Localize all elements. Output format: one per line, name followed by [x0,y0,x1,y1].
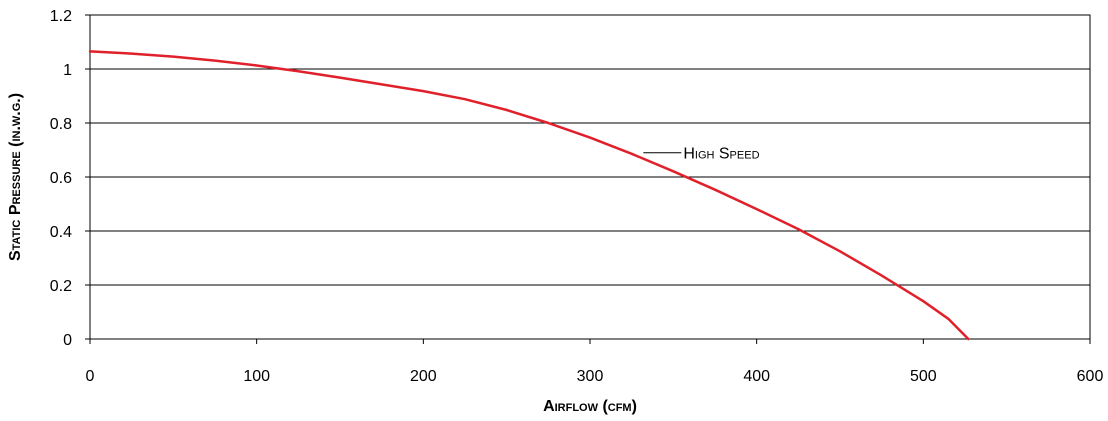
x-tick-label: 100 [243,368,270,385]
x-tick-label: 600 [1077,368,1104,385]
y-tick-label: 1.2 [50,8,72,25]
annotation-layer: High Speed [643,146,760,163]
y-tick-label: 0.4 [50,224,72,241]
series-layer [88,50,970,341]
y-tick-label: 1 [63,62,72,79]
y-tick-label: 0.8 [50,116,72,133]
y-axis-ticks: 0 0.2 0.4 0.6 0.8 1 1.2 [50,8,90,349]
series-annotation-label: High Speed [683,146,759,163]
grid-lines [90,68,1090,286]
y-tick-label: 0.6 [50,170,72,187]
y-tick-label: 0.2 [50,278,72,295]
x-tick-label: 400 [743,368,770,385]
y-tick-label: 0 [63,332,72,349]
y-axis-title: Static Pressure (in.w.g.) [7,93,24,261]
x-tick-label: 200 [410,368,437,385]
x-tick-label: 500 [910,368,937,385]
x-axis-title: Airflow (cfm) [543,398,637,415]
x-tick-label: 300 [577,368,604,385]
series-line-high-speed [88,50,970,341]
x-tick-label: 0 [86,368,95,385]
x-axis-ticks: 0 100 200 300 400 500 600 [86,339,1104,385]
